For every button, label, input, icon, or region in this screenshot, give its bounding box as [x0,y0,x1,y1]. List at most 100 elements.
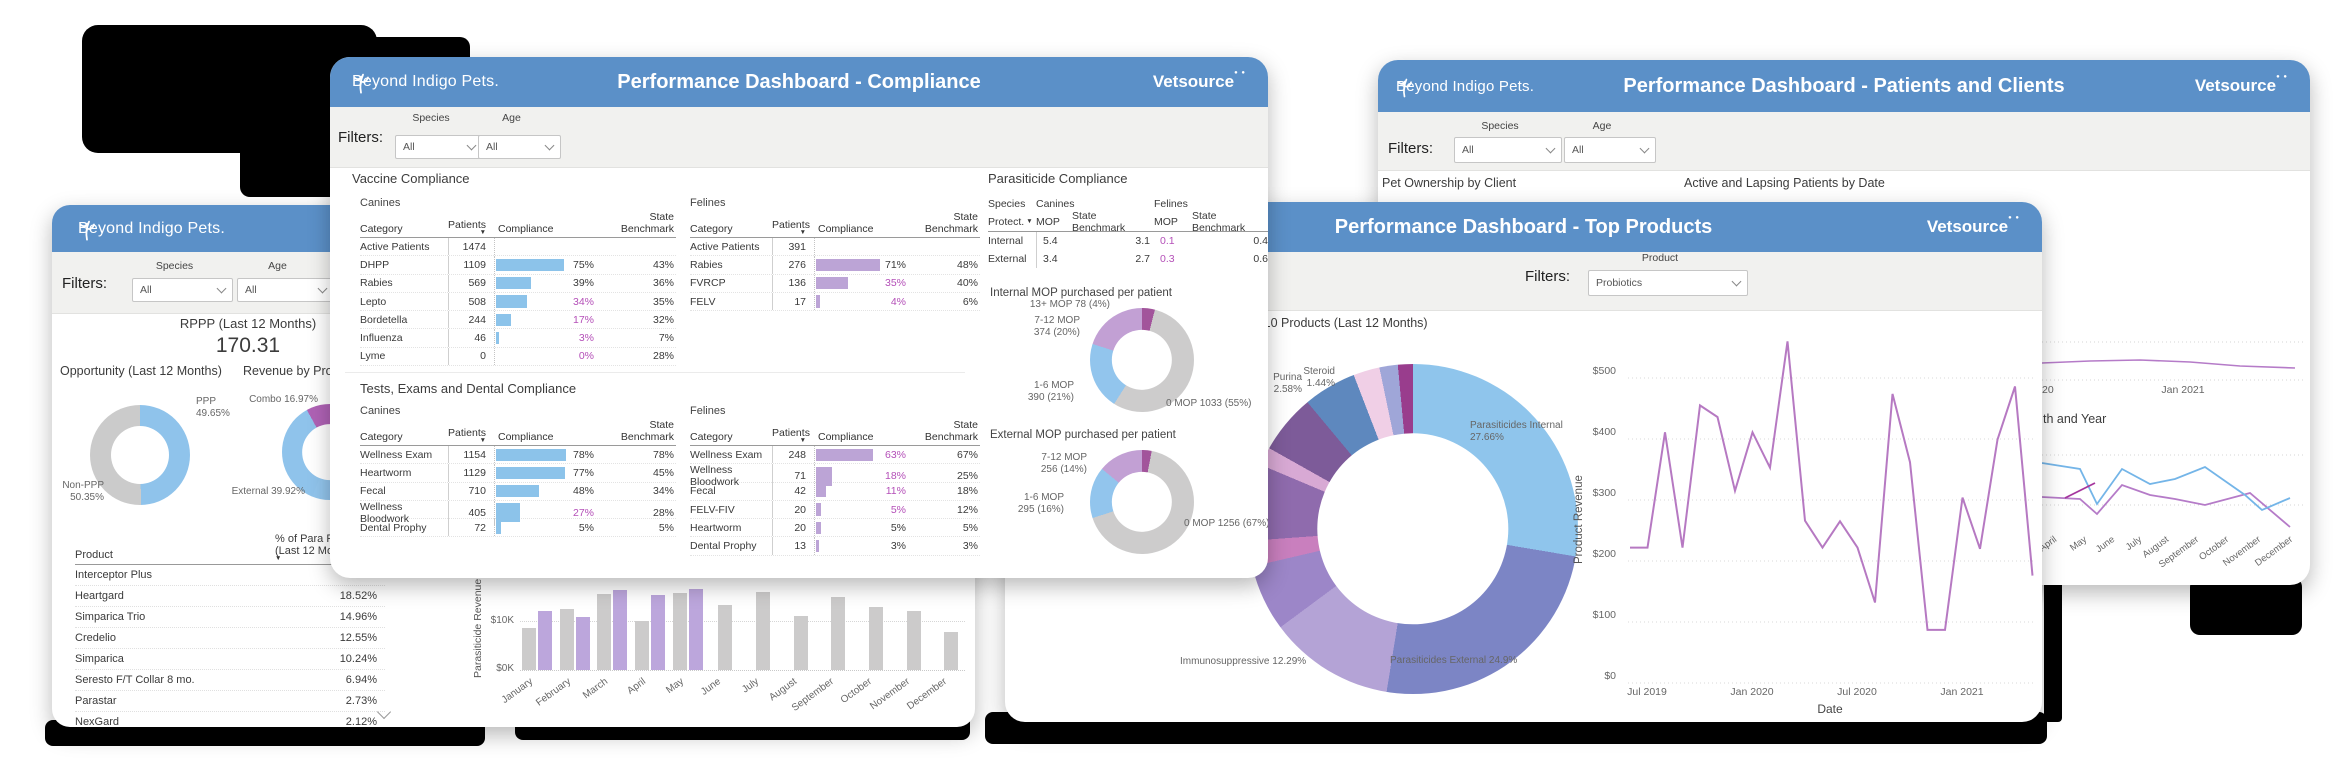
tests-felines-table[interactable]: Category Patients Compliance State Benchmar… [690,419,980,556]
vaccine-canines-table[interactable]: Category Patients Compliance State Benchmar… [360,211,676,367]
table-row[interactable]: FVRCP 136 35% 40% [690,274,980,293]
table-row[interactable]: Seresto F/T Collar 8 mo. 6.94% [75,670,385,691]
donut-label: External 39.92% [231,486,305,497]
bar-purple[interactable] [538,610,552,670]
table-row[interactable]: Heartworm 20 5% 5% [690,519,980,538]
table-row[interactable]: Wellness Exam 1154 78% 78% [360,446,676,465]
opportunity-donut-chart[interactable] [90,405,190,505]
bar-gray[interactable] [831,597,845,670]
felines-label: Felines [690,405,726,417]
donut-label: Parasiticides External 24.9% [1390,655,1518,666]
col-benchmark[interactable]: State Benchmark [620,211,674,235]
bar-purple[interactable] [576,616,590,670]
table-row[interactable]: Bordetella 244 17% 32% [360,311,676,330]
parasiticide-table[interactable]: Species Canines Felines Protect. MOP Sta… [988,195,1268,268]
age-dropdown[interactable]: All [478,135,561,159]
bar-gray[interactable] [907,610,921,670]
internal-mop-donut-chart[interactable] [1090,308,1194,412]
col-patients[interactable]: Patients [772,219,814,235]
vaccine-felines-table[interactable]: Category Patients Compliance State Benchmar… [690,211,980,312]
table-row[interactable]: Lyme 0 0% 28% [360,347,676,367]
col-category[interactable]: Category [360,431,403,443]
col-compliance[interactable]: Compliance [498,431,554,443]
line-chart-x-axis-label: Date [1817,702,1843,716]
table-row[interactable]: DHPP 1109 75% 43% [360,256,676,275]
age-dropdown[interactable]: All [1564,137,1656,163]
internal-mop-title: Internal MOP purchased per patient [990,287,1172,299]
external-mop-donut-chart[interactable] [1090,450,1194,554]
table-row[interactable]: Parastar 2.73% [75,691,385,712]
col-benchmark[interactable]: State Benchmark [924,211,978,235]
donut-label: Immunosuppressive 12.29% [1180,656,1307,667]
col-patients[interactable]: Patients [448,427,494,443]
bar-purple[interactable] [613,590,627,670]
table-row[interactable]: Fecal 42 11% 18% [690,482,980,501]
col-patients[interactable]: Patients [448,219,494,235]
species-dropdown[interactable]: All [132,278,233,302]
bar-gray[interactable] [794,616,808,670]
group-felines: Felines [1154,198,1188,210]
bar-gray[interactable] [718,604,732,670]
chevron-down-icon [544,140,555,151]
col-category[interactable]: Category [360,223,403,235]
table-row[interactable]: Active Patients 391 [690,238,980,257]
product-table[interactable]: Product% of Para Revenue (Last 12 Months)… [75,525,385,727]
table-row[interactable]: Simparica Trio 14.96% [75,607,385,628]
canines-label: Canines [360,405,401,417]
table-row[interactable]: Simparica 10.24% [75,649,385,670]
table-row[interactable]: Wellness Bloodwork 405 27% 28% [360,500,676,525]
bar-purple[interactable] [689,588,703,670]
bar-gray[interactable] [944,631,958,670]
table-row[interactable]: Lepto 508 34% 35% [360,292,676,312]
top-products-donut-chart[interactable] [1248,364,1578,694]
col-compliance[interactable]: Compliance [818,223,874,235]
col-patients[interactable]: Patients [772,427,814,443]
col-compliance[interactable]: Compliance [818,431,874,443]
table-row[interactable]: NexGard 2.12% [75,712,385,727]
product-dropdown[interactable]: Probiotics [1588,270,1748,296]
col-benchmark[interactable]: State Benchmark [924,419,978,443]
bar-gray[interactable] [635,620,649,670]
bar-gray[interactable] [522,627,536,670]
patients-by-month-line-chart[interactable] [2041,428,2304,530]
bar-gray[interactable] [756,592,770,670]
age-dropdown[interactable]: All [237,278,334,302]
table-row[interactable]: Heartworm 1129 77% 45% [360,464,676,483]
active-lapsing-line-chart[interactable] [2041,335,2304,397]
donut-label: 0 MOP 1256 (67%) [1184,518,1268,529]
rppp-kpi[interactable]: RPPP (Last 12 Months) 170.31 [148,316,348,358]
col-product[interactable]: Product [75,549,113,561]
table-row[interactable]: Credelio 12.55% [75,628,385,649]
col-benchmark[interactable]: State Benchmark [620,419,674,443]
table-row[interactable]: Wellness Bloodwork 71 18% 25% [690,464,980,489]
col-species: Species [988,198,1026,210]
ytick-300: $300 [1592,487,1616,499]
table-row[interactable]: FELV-FIV 20 5% 12% [690,500,980,520]
table-row[interactable]: Rabies 276 71% 48% [690,256,980,275]
table-row[interactable]: Active Patients 1474 [360,238,676,257]
col-category[interactable]: Category [690,431,733,443]
bar-gray[interactable] [560,609,574,670]
table-row[interactable]: Influenza 46 3% 7% [360,329,676,348]
table-row[interactable]: Interceptor Plus [75,565,385,586]
sort-icon [1026,220,1032,224]
table-row[interactable]: FELV 17 4% 6% [690,292,980,312]
table-row[interactable]: Dental Prophy 72 5% 5% [360,519,676,538]
table-row[interactable]: Fecal 710 48% 34% [360,482,676,501]
bar-gray[interactable] [597,593,611,670]
col-category[interactable]: Category [690,223,733,235]
table-row[interactable]: Heartgard 18.52% [75,586,385,607]
table-row[interactable]: Dental Prophy 13 3% 3% [690,537,980,556]
species-dropdown[interactable]: All [395,135,483,159]
table-row[interactable]: Rabies 569 39% 36% [360,274,676,293]
bar-gray[interactable] [869,607,883,670]
product-revenue-line-chart[interactable] [1620,330,2040,692]
col-compliance[interactable]: Compliance [498,223,554,235]
table-row[interactable]: Wellness Exam 248 63% 67% [690,446,980,465]
feline-benchmark-value: 0.6 [1253,253,1268,265]
tests-canines-table[interactable]: Category Patients Compliance State Benchmar… [360,419,676,538]
species-dropdown[interactable]: All [1454,137,1562,163]
bar-purple[interactable] [651,595,665,670]
parasiticide-revenue-bar-chart[interactable]: January February March April May June July Augu… [500,575,965,714]
bar-gray[interactable] [673,593,687,670]
